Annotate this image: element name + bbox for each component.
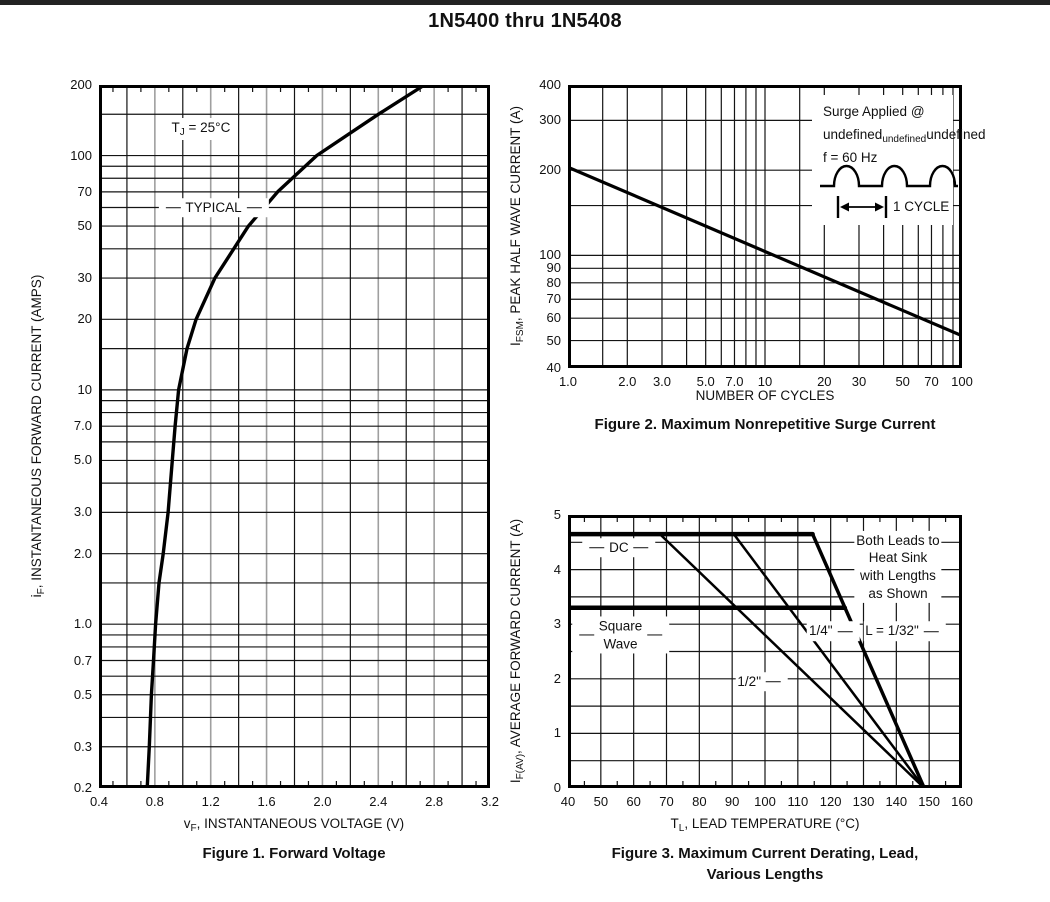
fig1-x-tick-label: 3.2 [480,794,500,809]
fig2-y-tick-label: 50 [546,332,561,348]
fig3-y-tick-label: 3 [553,616,561,632]
fig1-y-tick-label: 100 [70,147,92,163]
fig1-y-tick-label: 1.0 [73,616,92,632]
typical-label: TYPICAL [158,197,269,218]
one-cycle-label: 1 CYCLE [893,199,950,214]
fig2-y-tick-label: 400 [539,77,561,92]
figure3-caption-line1: Figure 3. Maximum Current Derating, Lead… [611,845,919,862]
series-1-2- [658,532,926,788]
fig3-y-tick-label: 0 [553,780,561,795]
fig3-x-tick-label: 80 [692,794,707,809]
heat-sink-note: Both Leads to Heat Sink with Lengths as Sho… [854,530,942,603]
l-1-32-label: L = 1/32" [863,621,946,642]
figure3-caption-line2: Various Lengths [706,866,824,883]
fig3-y-tick-label: 1 [553,725,561,741]
series-typical [145,85,427,788]
fig1-y-tick-label: 5.0 [73,452,92,468]
fig2-x-tick-label: 50 [895,374,910,389]
top-rule [0,0,1050,5]
fig1-x-tick-label: 0.4 [89,794,109,809]
fig1-y-tick-label: 50 [77,218,92,234]
fig1-y-tick-label: 0.2 [73,780,92,795]
fig2-x-tick-label: 30 [851,374,867,389]
fig2-x-tick-label: 20 [817,374,832,389]
fig1-y-tick-label: 3.0 [73,504,92,520]
fig1-y-axis-label: iF, INSTANTANEOUS FORWARD CURRENT (AMPS) [29,274,47,598]
fig3-y-axis-label: IF(AV), AVERAGE FORWARD CURRENT (A) [508,518,526,784]
fig1-y-tick-label: 30 [77,270,92,286]
fig1-x-tick-label: 2.0 [313,794,332,809]
fig3-x-tick-label: 100 [754,794,776,809]
series-surge-current [568,165,962,338]
fig2-y-tick-label: 70 [546,291,561,307]
fig2-x-tick-label: 2.0 [618,374,637,389]
surge-waveform-icon [820,164,958,188]
fig2-y-tick-label: 300 [539,112,561,128]
fig2-x-tick-label: 3.0 [652,374,672,389]
fig3-x-tick-label: 50 [593,794,609,809]
tj-condition: TJ = 25°C [169,117,233,140]
fig2-y-tick-label: 40 [546,360,561,375]
quarter-inch-label: 1/4" [807,621,860,642]
fig1-x-tick-label: 1.2 [201,794,220,809]
figure1-caption: Figure 1. Forward Voltage [202,845,386,862]
fig2-x-tick-label: 5.0 [696,374,715,389]
fig2-x-axis-label: NUMBER OF CYCLES [695,388,835,403]
fig3-x-tick-label: 120 [819,794,842,809]
fig1-x-tick-label: 1.6 [257,794,276,809]
fig3-y-tick-label: 4 [553,561,561,577]
figure1-forward-voltage-plot [99,85,490,788]
page-title: 1N5400 thru 1N5408 [428,10,622,32]
fig3-x-tick-label: 110 [787,794,809,809]
fig1-x-axis-label: vF, INSTANTANEOUS VOLTAGE (V) [183,816,405,834]
fig3-x-axis-label: TL, LEAD TEMPERATURE (°C) [670,816,860,834]
square-wave-label: Square Wave [571,616,670,654]
fig1-x-tick-label: 2.8 [425,794,444,809]
dc-label: DC [582,537,656,558]
fig2-y-tick-label: 60 [546,310,561,326]
fig1-y-tick-label: 70 [77,183,92,199]
fig1-y-tick-label: 200 [70,77,92,92]
fig1-y-tick-label: 20 [77,311,92,327]
fig2-x-tick-label: 1.0 [558,374,578,389]
surge-callout-text-2: f = 60 Hz [823,150,878,165]
fig3-x-tick-label: 160 [951,794,973,809]
fig1-y-tick-label: 10 [77,381,92,397]
fig3-y-tick-label: 5 [553,507,561,522]
fig1-y-tick-label: 0.7 [73,652,92,668]
fig1-y-tick-label: 0.3 [73,738,92,754]
fig2-y-tick-label: 90 [546,260,561,276]
surge-callout-text-1: undefinedundefinedundefined [823,127,986,145]
fig1-y-tick-label: 2.0 [73,545,92,561]
surge-callout-text-0: Surge Applied @ [823,104,925,119]
fig3-x-tick-label: 130 [852,794,875,809]
fig2-x-tick-label: 100 [951,374,973,389]
fig3-x-tick-label: 70 [659,794,674,809]
fig2-y-tick-label: 100 [539,247,561,263]
fig3-x-tick-label: 90 [724,794,740,809]
fig2-y-tick-label: 200 [539,162,561,178]
series-1-4- [732,532,926,788]
surge-callout-box [812,95,953,225]
fig3-y-tick-label: 2 [553,670,561,686]
fig3-x-tick-label: 60 [626,794,641,809]
fig1-x-tick-label: 0.8 [145,794,164,809]
fig3-x-tick-label: 140 [885,794,908,809]
fig2-y-tick-label: 80 [546,274,561,290]
fig2-x-tick-label: 70 [924,374,939,389]
series-l-1-32- [810,532,926,788]
fig2-x-tick-label: 10 [757,374,773,389]
figure2-caption: Figure 2. Maximum Nonrepetitive Surge Cu… [594,416,936,433]
fig3-x-tick-label: 40 [560,794,576,809]
half-inch-label: 1/2" [735,671,788,692]
fig3-x-tick-label: 150 [918,794,940,809]
fig2-x-tick-label: 7.0 [725,374,744,389]
fig1-y-tick-label: 7.0 [73,418,92,434]
figure2-surge-current-plot [568,85,962,368]
fig1-x-tick-label: 2.4 [369,794,388,809]
fig1-y-tick-label: 0.5 [73,686,92,702]
